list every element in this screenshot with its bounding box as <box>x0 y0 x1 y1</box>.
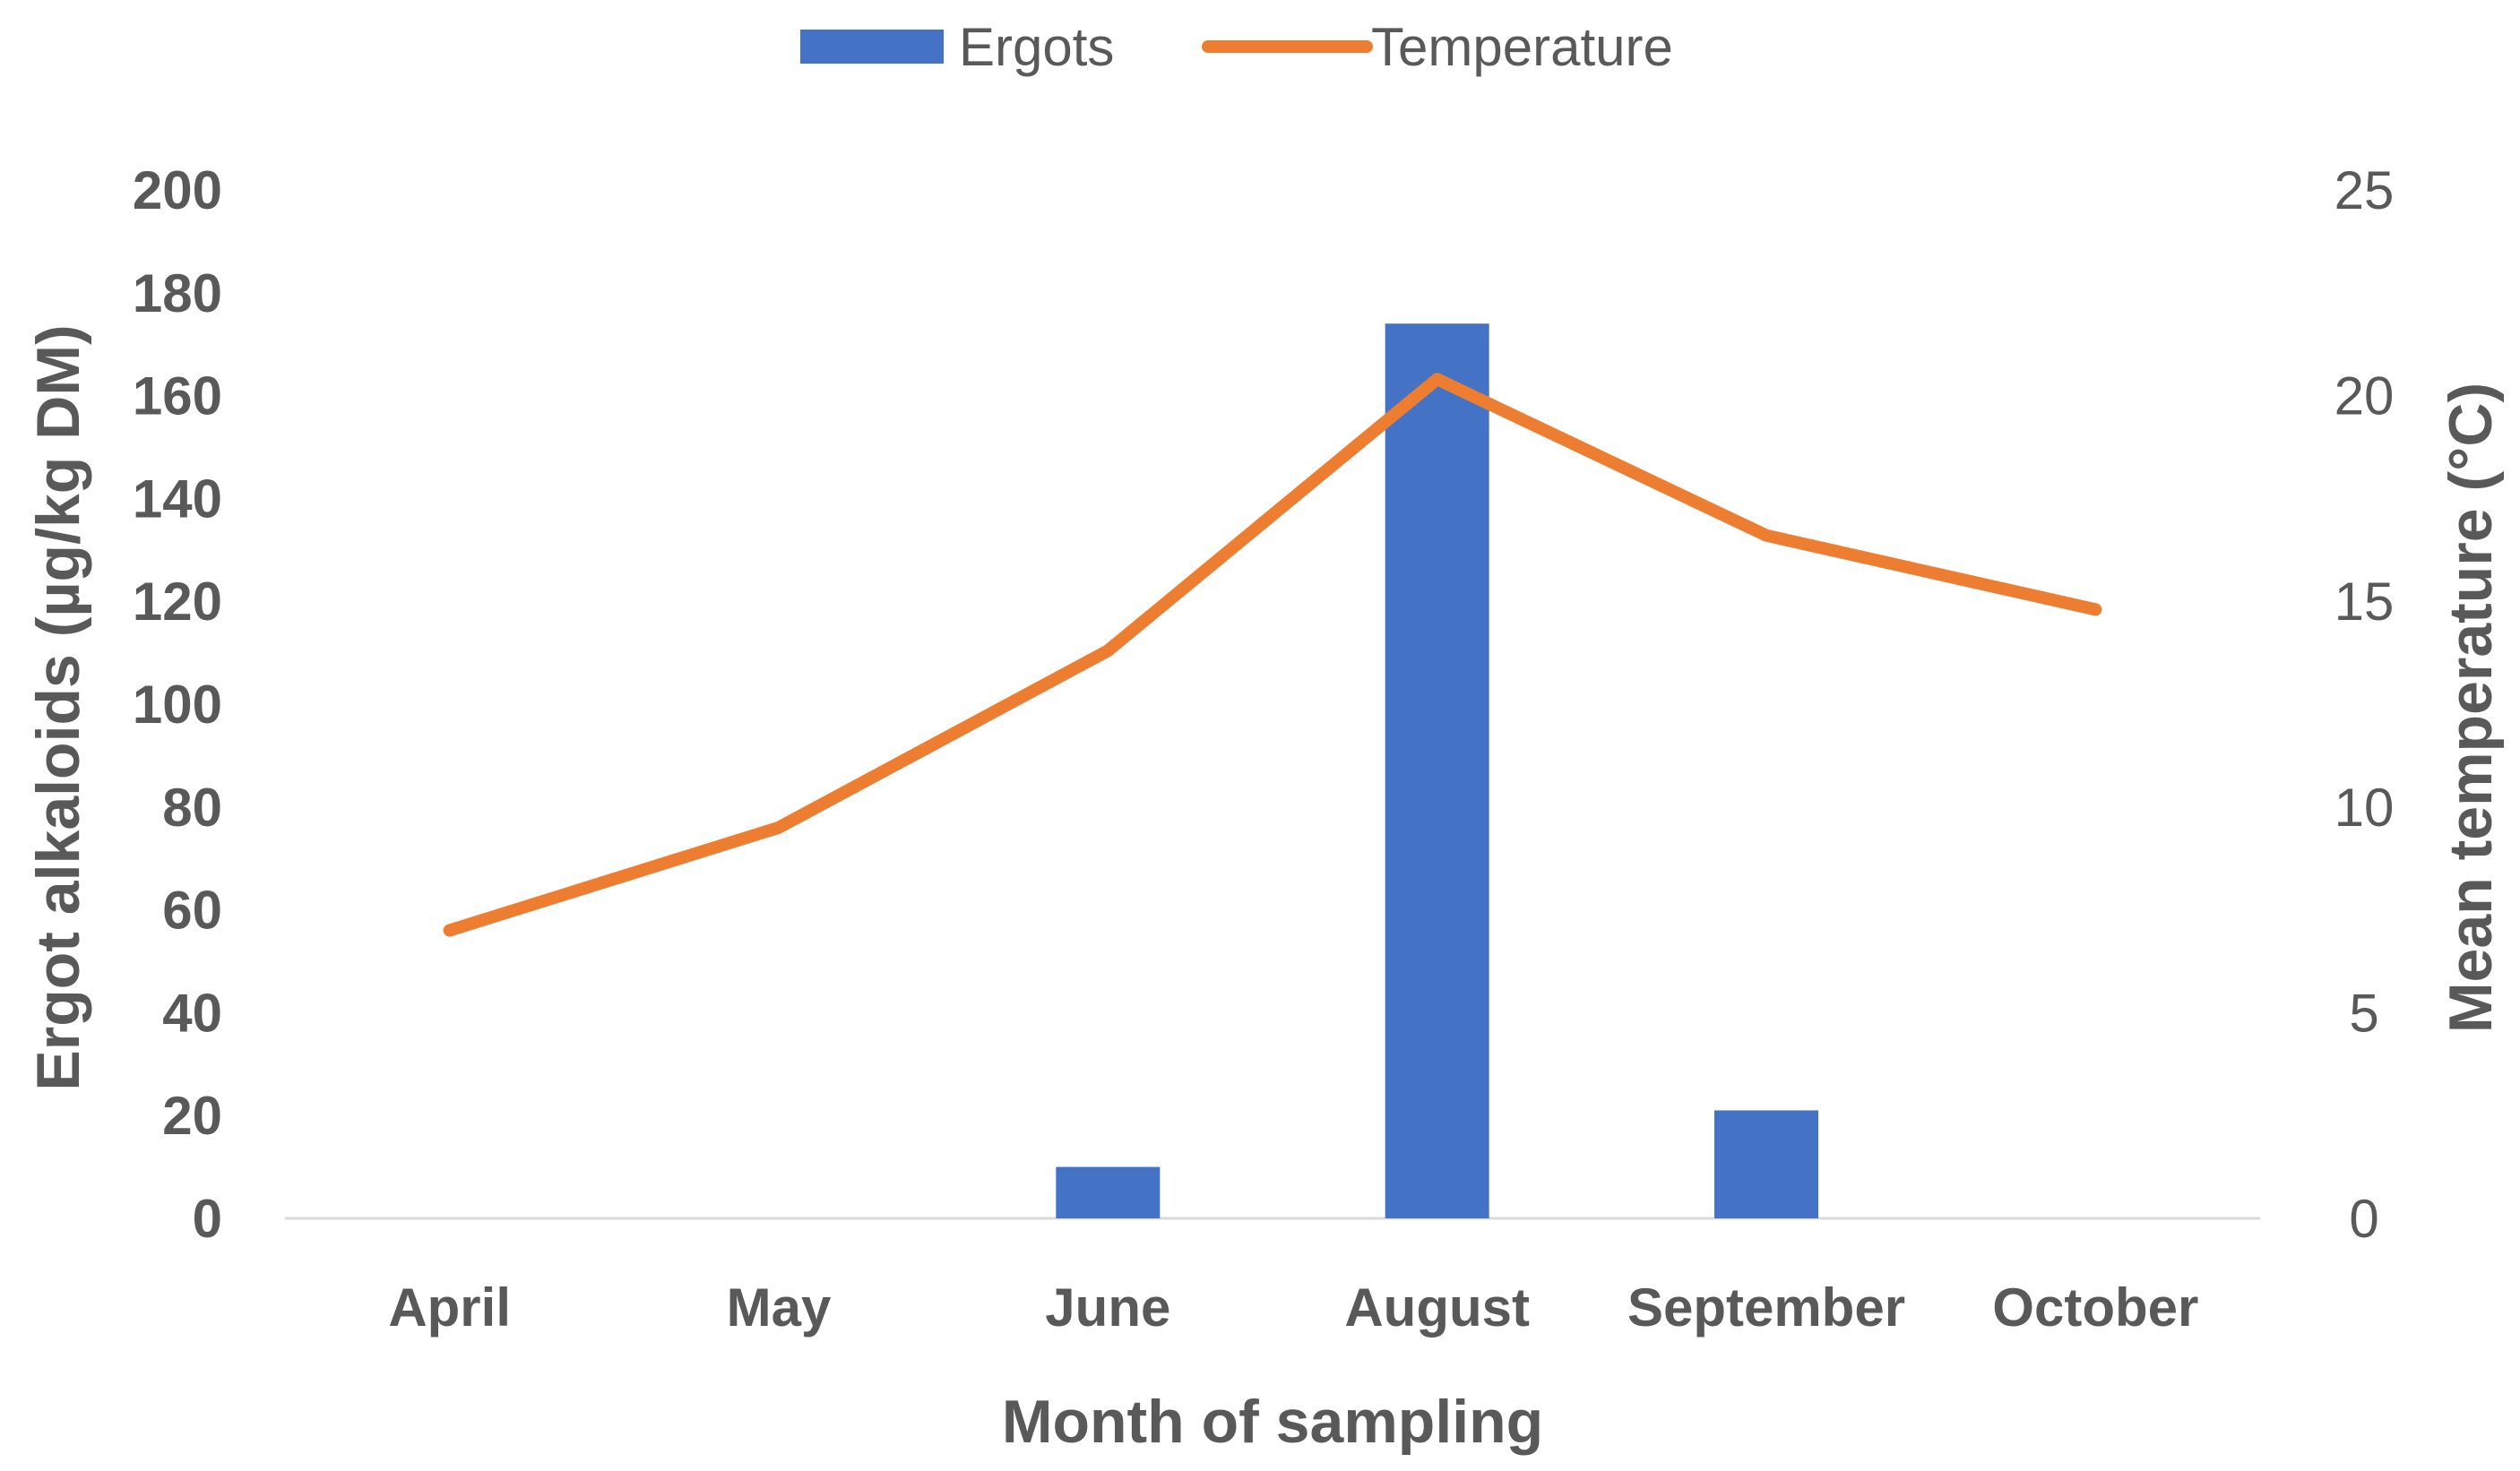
x-category-label: October <box>1992 1277 2198 1338</box>
temperature-point-september <box>1765 535 1767 537</box>
y-tick-right-label: 5 <box>2349 983 2378 1043</box>
temperature-point-may <box>778 827 780 829</box>
temperature-point-april <box>449 930 451 932</box>
y-tick-right-label: 25 <box>2334 160 2395 220</box>
x-category-label: September <box>1627 1277 1905 1338</box>
y-axis-left-title: Ergot alkaloids (µg/kg DM) <box>24 324 92 1090</box>
y-tick-left-label: 0 <box>193 1189 222 1249</box>
bar-september <box>1714 1110 1818 1218</box>
y-tick-left-label: 100 <box>133 675 222 735</box>
x-axis-categories: April May June August September October <box>388 1277 2198 1338</box>
x-category-label: August <box>1344 1277 1530 1338</box>
y-tick-left-label: 20 <box>162 1086 222 1146</box>
x-category-label: May <box>727 1277 832 1338</box>
y-tick-left-label: 140 <box>133 469 222 529</box>
legend: Ergots Temperature <box>800 17 1673 77</box>
legend-label-ergots: Ergots <box>959 17 1114 77</box>
x-axis-title: Month of sampling <box>1002 1388 1543 1456</box>
bar-series-ergots <box>1056 323 1818 1218</box>
y-tick-right-label: 10 <box>2334 778 2395 838</box>
y-tick-left-label: 60 <box>162 881 222 941</box>
y-tick-left-label: 120 <box>133 572 222 632</box>
y-tick-left-label: 180 <box>133 263 222 323</box>
y-axis-right-title: Mean temperature (°C) <box>2437 383 2505 1033</box>
y-tick-left-label: 160 <box>133 366 222 426</box>
line-series-temperature <box>443 373 2102 937</box>
y-tick-left-label: 80 <box>162 778 222 838</box>
y-tick-right-label: 20 <box>2334 366 2395 426</box>
bar-june <box>1056 1166 1161 1218</box>
legend-swatch-ergots <box>800 30 944 64</box>
y-axis-left-ticks: 0 20 40 60 80 100 120 140 160 180 200 <box>133 160 222 1249</box>
y-tick-left-label: 200 <box>133 160 222 220</box>
x-category-label: April <box>388 1277 511 1338</box>
legend-label-temperature: Temperature <box>1371 17 1673 77</box>
temperature-line <box>443 373 2102 937</box>
y-tick-right-label: 15 <box>2334 572 2395 632</box>
y-tick-right-label: 0 <box>2349 1189 2378 1249</box>
bar-august <box>1385 323 1489 1218</box>
temperature-point-october <box>2094 608 2096 610</box>
y-axis-right-ticks: 0 5 10 15 20 25 <box>2334 160 2395 1249</box>
y-tick-left-label: 40 <box>162 983 222 1043</box>
x-category-label: June <box>1045 1277 1170 1338</box>
temperature-point-june <box>1107 649 1109 651</box>
